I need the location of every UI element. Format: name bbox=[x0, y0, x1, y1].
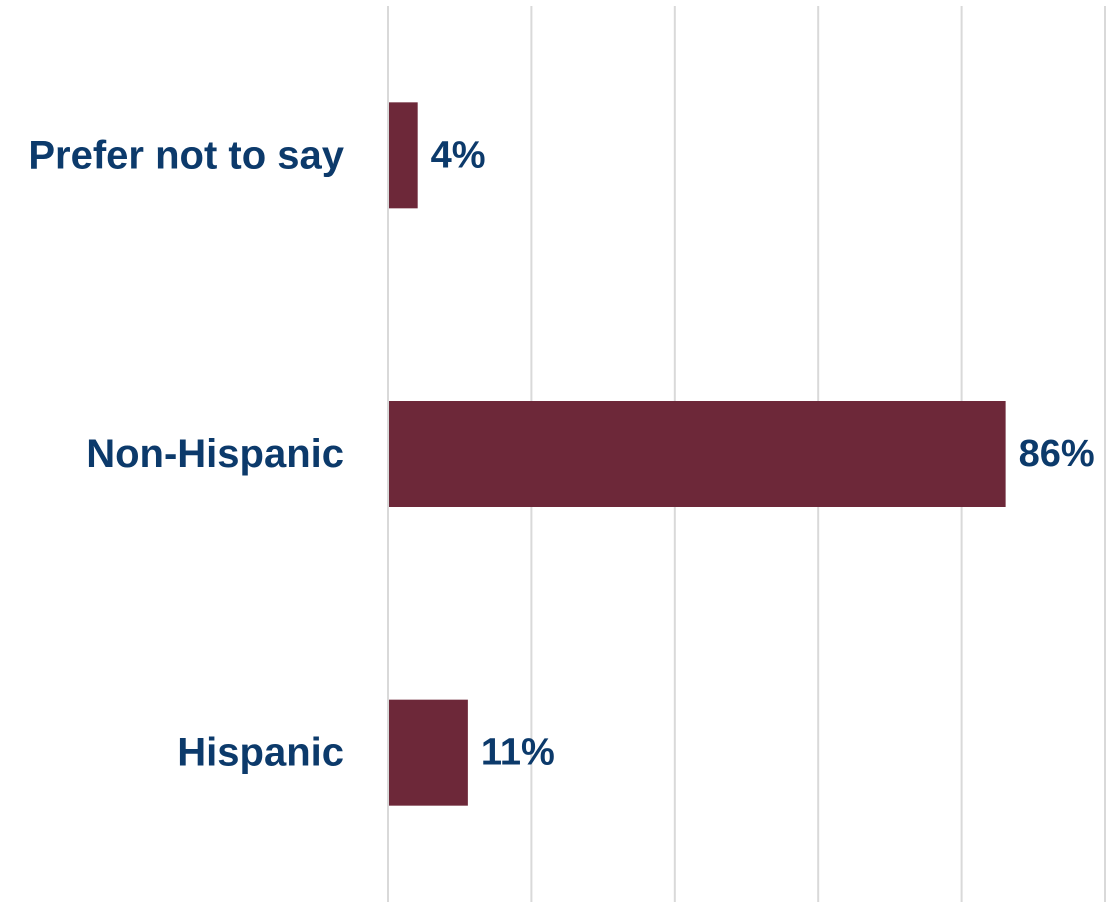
bar-0 bbox=[389, 102, 418, 209]
bar-1 bbox=[389, 401, 1006, 507]
category-label-2: Hispanic bbox=[177, 731, 344, 775]
category-labels: Prefer not to say Non-Hispanic Hispanic bbox=[28, 133, 344, 774]
category-label-0: Prefer not to say bbox=[28, 133, 344, 177]
category-label-1: Non-Hispanic bbox=[86, 432, 344, 476]
value-label-0: 4% bbox=[431, 134, 486, 176]
bars bbox=[389, 102, 1006, 806]
bar-2 bbox=[389, 699, 468, 806]
value-label-2: 11% bbox=[481, 732, 555, 774]
value-labels: 4% 86% 11% bbox=[431, 134, 1095, 773]
value-label-1: 86% bbox=[1019, 433, 1095, 475]
